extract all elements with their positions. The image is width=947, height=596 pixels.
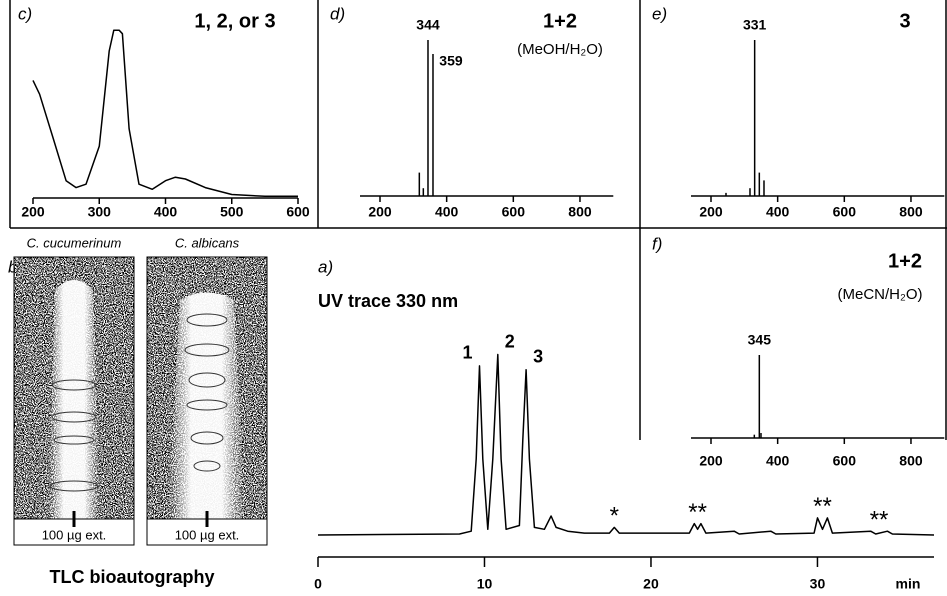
x-tick-label: 200 — [699, 204, 723, 220]
peak-annotation: ** — [688, 499, 707, 526]
peak-annotation: * — [610, 503, 619, 530]
peak-label: 359 — [439, 53, 463, 69]
x-tick-label: 400 — [154, 204, 178, 220]
panel-subtitle: (MeOH/H₂O) — [517, 41, 603, 58]
peak-label: 331 — [743, 17, 767, 33]
tlc-panel: b) C. cucumerinum C. albicans 100 µg ext… — [8, 235, 267, 586]
panel-subtitle: (MeCN/H₂O) — [838, 286, 923, 303]
panel-title: 1+2 — [888, 250, 922, 272]
panel-caption: TLC bioautography — [50, 567, 215, 587]
x-tick-label: 600 — [286, 204, 310, 220]
x-tick-label: 400 — [766, 204, 790, 220]
x-tick-label: 10 — [477, 576, 493, 592]
x-tick-label: 300 — [88, 204, 112, 220]
peak-label: 345 — [748, 332, 772, 348]
x-axis-label: min — [896, 576, 921, 592]
peak-annotation: ** — [870, 507, 889, 534]
x-tick-label: 600 — [502, 204, 526, 220]
plate-organism: C. cucumerinum — [27, 235, 122, 250]
plate-amount: 100 µg ext. — [175, 527, 240, 542]
x-tick-label: 800 — [568, 204, 592, 220]
panel-label: e) — [652, 4, 667, 23]
peak-annotation: 3 — [533, 346, 543, 366]
panel-title: 3 — [899, 10, 910, 32]
x-tick-label: 0 — [314, 576, 322, 592]
panel-label: c) — [18, 4, 32, 23]
panel-label: d) — [330, 4, 345, 23]
peak-label: 344 — [416, 17, 440, 33]
x-tick-label: 800 — [899, 204, 923, 220]
x-tick-label: 800 — [899, 453, 923, 469]
trace — [33, 30, 298, 196]
x-tick-label: 200 — [21, 204, 45, 220]
x-tick-label: 200 — [368, 204, 392, 220]
x-tick-label: 600 — [833, 204, 857, 220]
peak-annotation: ** — [813, 493, 832, 520]
x-tick-label: 200 — [699, 453, 723, 469]
x-tick-label: 20 — [643, 576, 659, 592]
panel-label: f) — [652, 234, 662, 253]
plate-organism: C. albicans — [175, 235, 240, 250]
x-tick-label: 500 — [220, 204, 244, 220]
panel-title: 1+2 — [543, 10, 577, 32]
peak-annotation: 2 — [505, 331, 515, 351]
peak-annotation: 1 — [462, 343, 472, 363]
x-tick-label: 600 — [833, 453, 857, 469]
trace — [318, 355, 934, 536]
plate-amount: 100 µg ext. — [42, 527, 107, 542]
panel-title: 1, 2, or 3 — [194, 10, 275, 32]
panel-title: UV trace 330 nm — [318, 291, 458, 311]
x-tick-label: 30 — [810, 576, 826, 592]
x-tick-label: 400 — [435, 204, 459, 220]
figure: b) C. cucumerinum C. albicans 100 µg ext… — [0, 0, 947, 596]
panel-label: a) — [318, 257, 333, 276]
x-tick-label: 400 — [766, 453, 790, 469]
